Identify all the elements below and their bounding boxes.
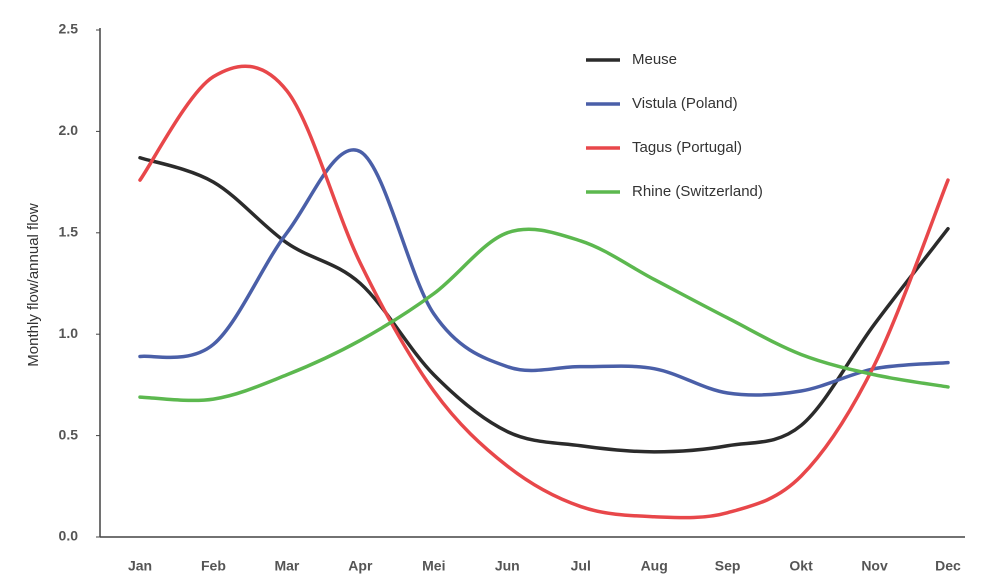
x-tick-label: Jun — [495, 558, 520, 574]
x-tick-label: Mei — [422, 558, 445, 574]
series-line — [138, 156, 950, 454]
x-tick-label: Okt — [789, 558, 813, 574]
y-tick-label: 1.5 — [59, 224, 79, 240]
x-tick-label: Aug — [641, 558, 668, 574]
y-tick-label: 2.5 — [59, 21, 79, 37]
legend-label: Vistula (Poland) — [632, 95, 738, 112]
x-tick-label: Feb — [201, 558, 226, 574]
y-tick-label: 1.0 — [59, 325, 79, 341]
x-tick-label: Jul — [571, 558, 591, 574]
y-tick-label: 0.0 — [59, 528, 79, 544]
series-line — [138, 148, 950, 397]
legend-label: Meuse — [632, 51, 677, 68]
series-line — [138, 64, 950, 520]
x-tick-label: Jan — [128, 558, 152, 574]
x-tick-label: Sep — [715, 558, 741, 574]
x-tick-label: Dec — [935, 558, 961, 574]
y-tick-label: 2.0 — [59, 122, 79, 138]
x-tick-label: Mar — [274, 558, 299, 574]
legend-label: Tagus (Portugal) — [632, 139, 742, 156]
y-axis-label: Monthly flow/annual flow — [25, 203, 42, 367]
x-tick-label: Apr — [348, 558, 373, 574]
legend-label: Rhine (Switzerland) — [632, 183, 763, 200]
y-tick-label: 0.5 — [59, 426, 79, 442]
series-line — [138, 227, 950, 403]
x-tick-label: Nov — [861, 558, 888, 574]
